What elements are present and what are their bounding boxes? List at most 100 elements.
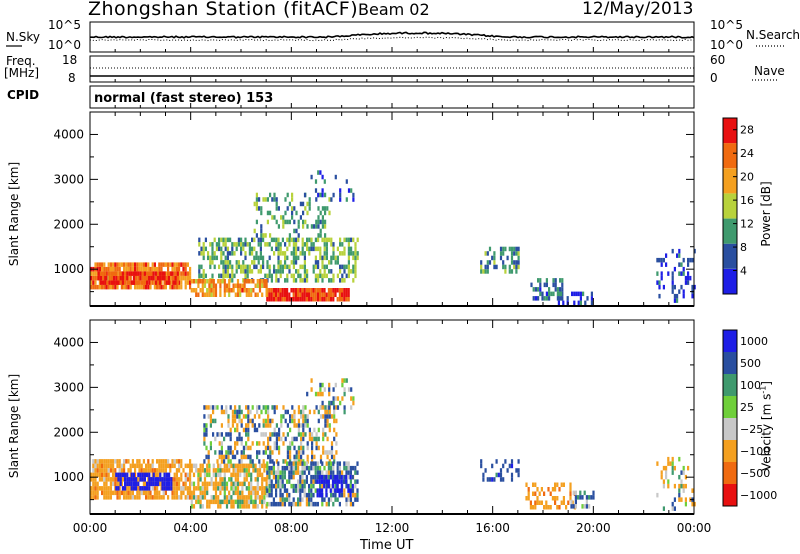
echo-cell	[327, 470, 330, 475]
echo-cell	[297, 479, 300, 484]
echo-cell	[105, 275, 108, 281]
echo-cell	[105, 463, 108, 469]
echo-cell	[301, 278, 304, 283]
echo-cell	[250, 481, 253, 487]
echo-cell	[109, 490, 112, 496]
echo-cell	[255, 251, 258, 256]
echo-cell	[301, 483, 304, 489]
echo-cell	[324, 206, 327, 211]
echo-cell	[295, 228, 298, 234]
echo-cell	[186, 486, 189, 491]
echo-cell	[539, 291, 542, 297]
echo-cell	[268, 264, 271, 270]
echo-region-8	[530, 278, 564, 301]
echo-cell	[510, 255, 514, 261]
echo-cell	[139, 486, 142, 491]
echo-cell	[225, 283, 229, 288]
echo-cell	[197, 486, 200, 491]
echo-cell	[134, 495, 137, 500]
echo-cell	[258, 283, 262, 288]
echo-cell	[284, 197, 287, 202]
echo-cell	[314, 255, 317, 261]
echo-cell	[571, 500, 574, 505]
echo-cell	[275, 492, 278, 498]
echo-cell	[203, 441, 206, 446]
echo-cell	[684, 275, 687, 281]
echo-cell	[132, 477, 135, 482]
echo-cell	[101, 266, 104, 272]
echo-cell	[118, 463, 121, 469]
echo-cell	[264, 197, 267, 202]
echo-cell	[245, 495, 248, 500]
echo-cell	[656, 271, 659, 276]
echo-cell	[310, 237, 313, 243]
echo-cell	[125, 284, 128, 290]
echo-cell	[136, 459, 139, 464]
echo-cell	[232, 468, 235, 473]
echo-cell	[190, 495, 193, 500]
echo-cell	[319, 391, 322, 397]
echo-cell	[662, 483, 665, 489]
echo-cell	[262, 423, 265, 428]
echo-cell	[310, 461, 313, 466]
echo-cell	[225, 432, 228, 437]
echo-cell	[277, 292, 280, 297]
colorbar-tick-label: 25	[740, 401, 754, 414]
echo-cell	[256, 405, 259, 410]
echo-cell	[289, 445, 292, 451]
echo-cell	[252, 463, 255, 469]
echo-cell	[148, 472, 151, 478]
echo-cell	[255, 201, 258, 207]
echo-cell	[227, 418, 230, 424]
date-label: 12/May/2013	[582, 0, 694, 19]
echo-cell	[161, 481, 164, 487]
echo-cell	[222, 273, 225, 279]
echo-cell	[125, 262, 128, 267]
echo-cell	[310, 288, 313, 293]
echo-cell	[262, 459, 265, 464]
echo-cell	[299, 278, 302, 283]
echo-cell	[261, 472, 264, 478]
echo-cell	[314, 278, 317, 283]
echo-cell	[163, 271, 166, 276]
echo-cell	[671, 461, 674, 466]
echo-cell	[189, 266, 192, 272]
echo-cell	[693, 284, 696, 290]
echo-cell	[158, 495, 161, 500]
echo-cell	[207, 450, 210, 455]
echo-cell	[163, 275, 166, 281]
echo-cell	[317, 206, 320, 211]
echo-cell	[347, 251, 350, 256]
echo-cell	[242, 264, 245, 270]
echo-cell	[119, 477, 122, 482]
echo-cell	[231, 418, 234, 424]
echo-cell	[284, 251, 287, 256]
echo-cell	[203, 292, 207, 297]
echo-cell	[253, 264, 256, 270]
echo-cell	[682, 465, 685, 471]
echo-cell	[134, 472, 137, 478]
echo-cell	[292, 251, 295, 256]
echo-cell	[142, 481, 145, 487]
echo-cell	[273, 264, 276, 270]
echo-cell	[117, 275, 120, 281]
echo-cell	[345, 288, 348, 293]
echo-cell	[256, 441, 259, 446]
echo-cell	[98, 262, 101, 267]
echo-cell	[129, 275, 132, 281]
echo-cell	[203, 427, 206, 433]
echo-cell	[134, 284, 137, 290]
echo-cell	[262, 441, 265, 446]
colorbar-tick-label: −500	[740, 467, 770, 480]
echo-cell	[330, 465, 333, 471]
echo-cell	[197, 472, 200, 478]
echo-cell	[321, 288, 324, 293]
echo-cell	[151, 495, 154, 500]
echo-cell	[515, 269, 518, 274]
echo-cell	[319, 297, 322, 302]
echo-cell	[169, 284, 172, 290]
nsky-tick-bottom: 10^0	[48, 38, 81, 52]
echo-cell	[186, 463, 189, 469]
echo-cell	[349, 465, 352, 471]
echo-cell	[356, 488, 359, 493]
